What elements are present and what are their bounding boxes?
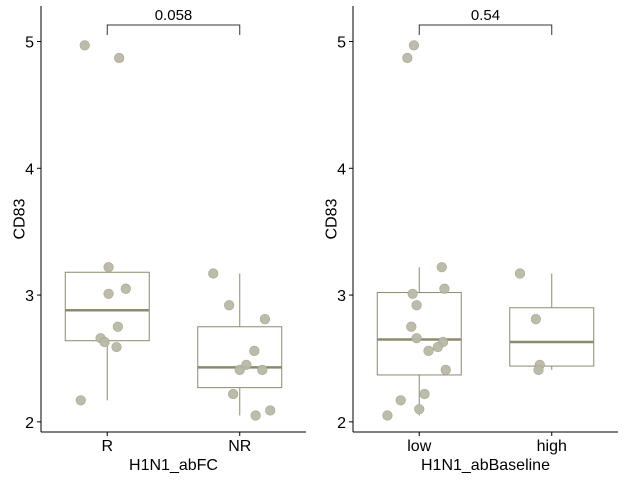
data-point — [120, 283, 131, 294]
data-point — [265, 405, 276, 416]
x-tick-label: R — [101, 438, 113, 455]
y-tick-label: 2 — [337, 415, 346, 432]
data-point — [228, 388, 239, 400]
y-tick-label: 4 — [337, 161, 346, 178]
data-point — [514, 268, 526, 279]
p-value-label: 0.54 — [471, 7, 500, 24]
data-point — [257, 364, 268, 375]
x-tick-label: high — [537, 438, 567, 455]
data-point — [402, 52, 413, 64]
data-point — [250, 410, 261, 421]
data-point — [419, 388, 430, 400]
data-point — [440, 364, 451, 375]
data-point — [79, 40, 90, 51]
panel-abbaseline-marks — [376, 40, 595, 421]
data-point — [411, 333, 422, 344]
data-point — [111, 341, 122, 353]
bracket-line — [106, 24, 241, 36]
data-point — [406, 321, 417, 332]
data-point — [533, 364, 544, 375]
data-point — [436, 262, 447, 273]
x-axis-title: H1N1_abFC — [129, 457, 218, 474]
x-tick-label: NR — [228, 438, 251, 455]
data-point — [439, 283, 450, 294]
y-tick-label: 4 — [25, 161, 34, 178]
data-point — [423, 345, 434, 356]
data-point — [112, 321, 123, 332]
data-point — [224, 300, 235, 311]
data-point — [75, 395, 86, 406]
panel-abbaseline: 2 3 4 5 low high H1N1_abBaseline CD83 0.54 — [324, 6, 618, 474]
data-point — [99, 336, 110, 348]
comparison-bracket — [418, 24, 553, 36]
box-high — [509, 307, 595, 367]
panel-abfc-marks — [64, 40, 283, 421]
y-tick-label: 5 — [337, 35, 346, 52]
data-point — [249, 345, 260, 356]
x-tick-label: low — [407, 438, 431, 455]
data-point — [259, 314, 271, 325]
x-axis-title: H1N1_abBaseline — [421, 457, 550, 474]
panel-abfc-ticks: 2 3 4 5 R NR — [25, 35, 251, 456]
y-axis-title: CD83 — [12, 198, 29, 239]
bracket-line — [418, 24, 553, 36]
data-point — [432, 341, 443, 353]
y-tick-label: 3 — [25, 288, 34, 305]
data-point — [408, 40, 420, 51]
y-axis-title: CD83 — [324, 198, 341, 239]
data-point — [114, 52, 125, 64]
comparison-bracket — [106, 24, 241, 36]
data-point — [395, 395, 406, 406]
y-tick-label: 5 — [25, 35, 34, 52]
data-point — [103, 288, 114, 299]
data-point — [407, 288, 418, 299]
panel-abbaseline-ticks: 2 3 4 5 low high — [337, 35, 567, 456]
panel-abfc: 2 3 4 5 R NR H1N1_abFC CD83 0.058 — [12, 6, 306, 474]
data-point — [530, 314, 541, 325]
p-value-label: 0.058 — [155, 7, 193, 24]
y-tick-label: 2 — [25, 415, 34, 432]
data-point — [103, 262, 114, 273]
data-point — [234, 364, 245, 375]
box-R — [64, 271, 150, 342]
box-NR — [197, 326, 283, 389]
data-point — [414, 404, 425, 415]
data-point — [411, 300, 422, 311]
data-point — [382, 410, 393, 421]
data-point — [208, 268, 219, 279]
box-low — [376, 292, 462, 376]
y-tick-label: 3 — [337, 288, 346, 305]
